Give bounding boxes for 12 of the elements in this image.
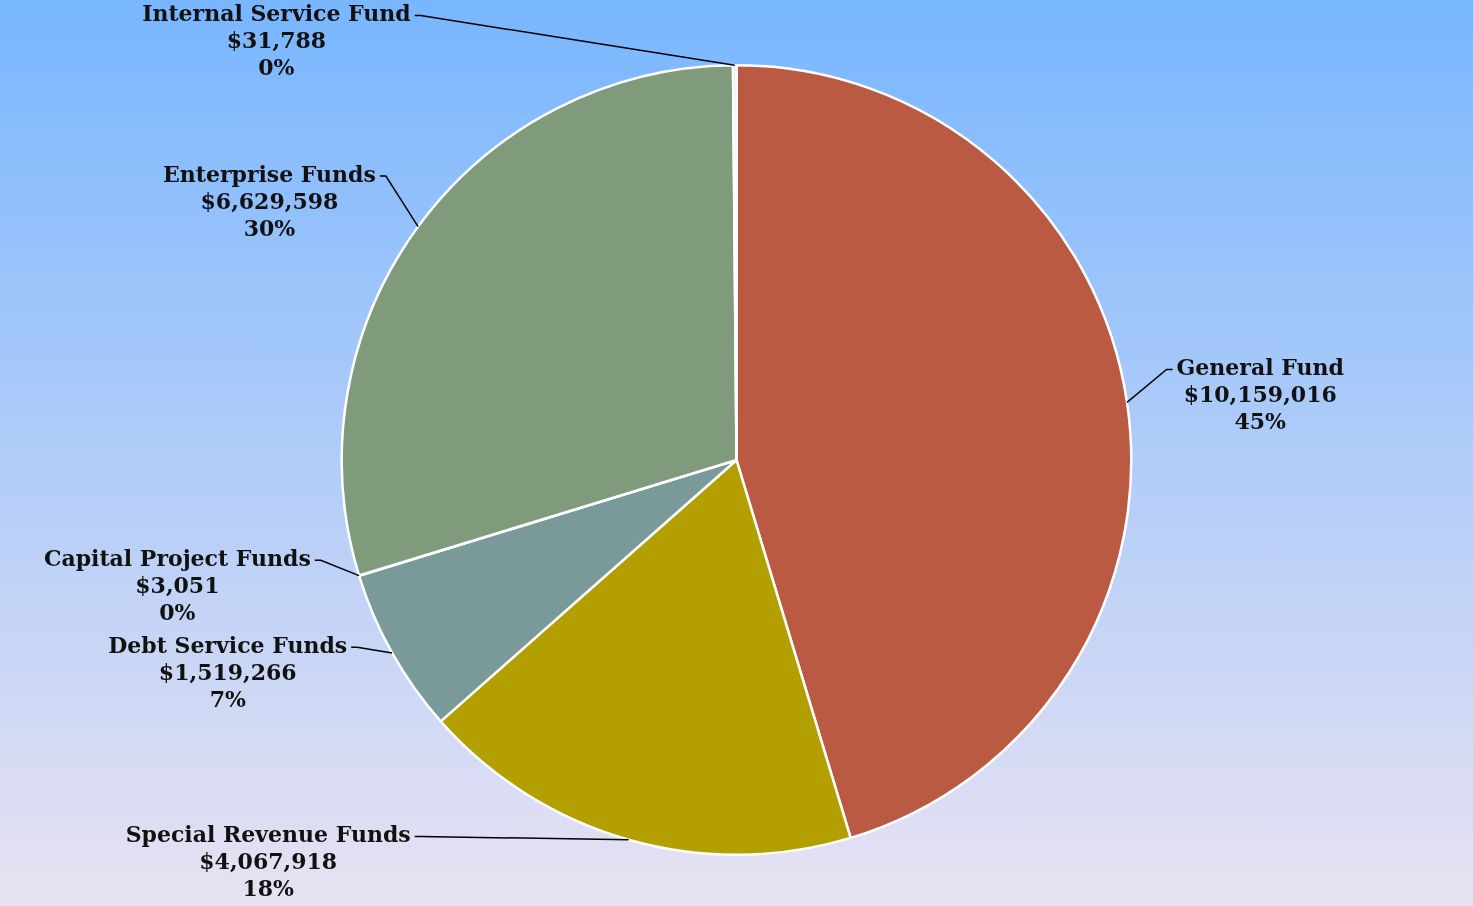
data-label: $10,159,016 45% xyxy=(1183,381,1337,435)
slice-label: Capital Project Funds xyxy=(43,545,311,572)
data-label: $3,051 0% xyxy=(135,572,220,626)
data-label: $31,788 0% xyxy=(226,27,327,81)
data-label: $6,629,598 30% xyxy=(200,187,339,241)
slice-label: General Fund xyxy=(1176,354,1344,381)
slice-label: Enterprise Funds xyxy=(162,160,376,187)
slice-label: Internal Service Fund xyxy=(142,0,411,27)
slice-label: Special Revenue Funds xyxy=(125,821,411,848)
data-label: $1,519,266 7% xyxy=(158,659,297,713)
data-label: $4,067,918 18% xyxy=(199,848,338,902)
slice-label: Debt Service Funds xyxy=(108,632,348,659)
